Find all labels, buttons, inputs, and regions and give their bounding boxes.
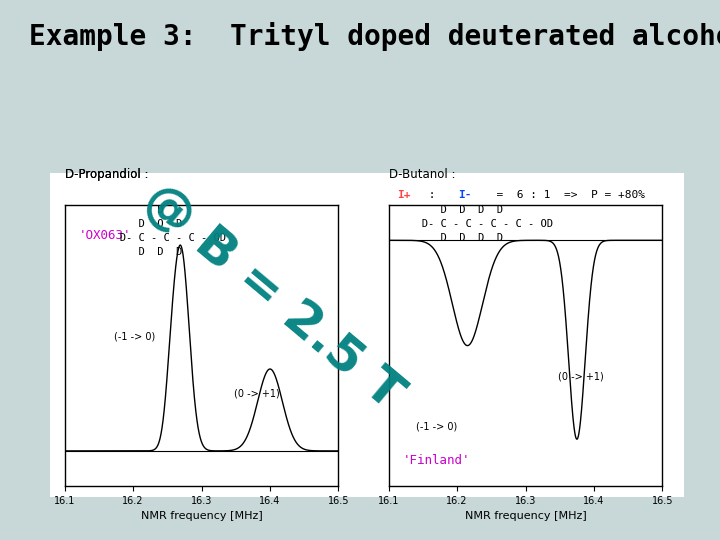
Text: 'Finland': 'Finland' <box>402 454 470 467</box>
X-axis label: NMR frequency [MHz]: NMR frequency [MHz] <box>140 511 263 521</box>
Text: :: : <box>422 190 442 200</box>
Text: (-1 -> 0): (-1 -> 0) <box>416 422 457 432</box>
Text: @ B = 2.5 T: @ B = 2.5 T <box>135 175 413 419</box>
Text: (0 -> +1): (0 -> +1) <box>235 388 280 398</box>
Text: (-1 -> 0): (-1 -> 0) <box>114 332 156 342</box>
Text: I+: I+ <box>397 190 410 200</box>
Text: D-Butanol :: D-Butanol : <box>389 168 455 181</box>
Text: D-Propandiol :: D-Propandiol : <box>65 168 148 181</box>
Text: 'OX063': 'OX063' <box>78 229 131 242</box>
Text: Example 3:  Trityl doped deuterated alcohols and diols: Example 3: Trityl doped deuterated alcoh… <box>29 22 720 51</box>
Text: D  D  D  D
   D- C - C - C - C - OD
      D  D  D  D: D D D D D- C - C - C - C - OD D D D D <box>403 205 553 243</box>
Text: I-: I- <box>459 190 472 200</box>
Text: D-Propandiol :: D-Propandiol : <box>65 168 148 181</box>
Text: (0 -> +1): (0 -> +1) <box>559 372 604 381</box>
Text: =  6 : 1  =>  P = +80%: = 6 : 1 => P = +80% <box>483 190 645 200</box>
X-axis label: NMR frequency [MHz]: NMR frequency [MHz] <box>464 511 587 521</box>
Text: D
      D  O  D
   D- C - C - C - OD
      D  D  D: D D O D D- C - C - C - OD D D D <box>101 205 226 257</box>
